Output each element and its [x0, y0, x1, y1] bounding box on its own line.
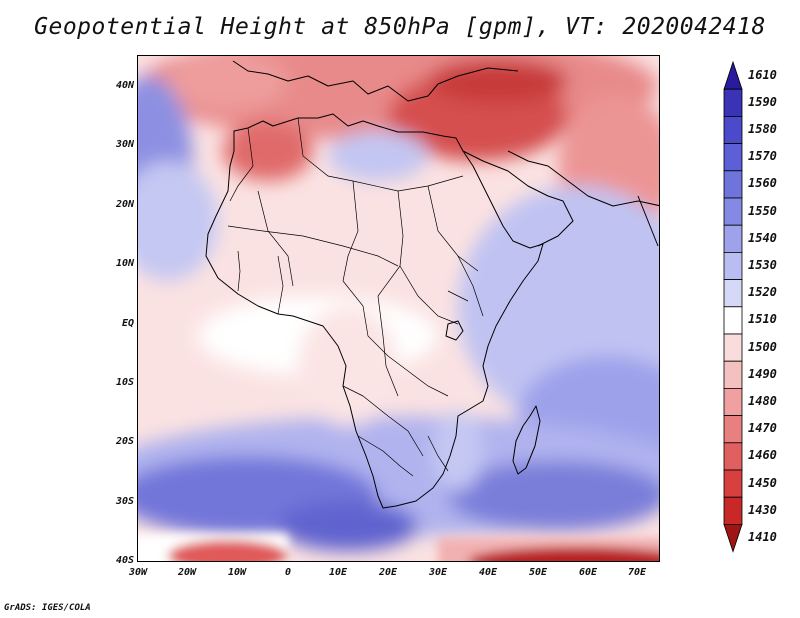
credit-label: GrADS: IGES/COLA: [4, 603, 91, 613]
country-borders: [227, 117, 484, 477]
coastlines: [205, 60, 659, 509]
colorbar-cell: [723, 116, 743, 145]
lat-label: 30N: [115, 139, 134, 150]
gulf-coast: [507, 150, 659, 207]
field-anomalies: [138, 56, 659, 551]
arabia-coast: [462, 150, 574, 247]
lon-label: 0: [284, 567, 292, 578]
europe-coast: [232, 60, 519, 102]
colorbar-label: 1500: [748, 339, 777, 354]
colorbar-label: 1540: [748, 230, 777, 245]
colorbar-cell: [723, 523, 743, 553]
colorbar-cell: [723, 251, 743, 280]
lat-label: 30S: [115, 496, 134, 507]
lon-label: 50E: [528, 567, 548, 578]
colorbar-label: 1610: [748, 67, 777, 82]
colorbar-label: 1530: [748, 258, 777, 272]
colorbar-cell: [723, 496, 743, 525]
colorbar-label: 1560: [748, 176, 777, 191]
colorbar-label: 1550: [748, 203, 777, 218]
lat-label: 10N: [115, 258, 134, 269]
lat-label: 40S: [115, 555, 134, 566]
colorbar-label: 1450: [748, 475, 777, 490]
colorbar-cell: [723, 279, 743, 308]
lon-label: 20W: [177, 567, 197, 578]
colorbar-label: 1510: [748, 312, 777, 327]
colorbar-cell: [723, 442, 743, 471]
colorbar-cell: [723, 197, 743, 226]
colorbar-label: 1520: [748, 285, 777, 300]
colorbar-cell: [723, 360, 743, 389]
lon-label: 60E: [578, 567, 598, 578]
colorbar-label: 1430: [748, 502, 777, 517]
colorbar-graphic: [723, 61, 743, 553]
colorbar-label: 1460: [748, 448, 777, 463]
colorbar-label: 1470: [748, 421, 777, 436]
lake-victoria: [445, 320, 464, 341]
colorbar-label: 1590: [748, 94, 777, 109]
southern-lows: [138, 534, 659, 561]
lat-label: 20S: [115, 436, 134, 447]
colorbar-label: 1410: [748, 530, 777, 544]
lon-label: 30E: [428, 567, 448, 578]
colorbar-cell: [723, 387, 743, 416]
lon-label: 10W: [227, 567, 247, 578]
map-panel: [137, 55, 660, 562]
lon-label: 10E: [328, 567, 348, 578]
africa-coast: [205, 113, 544, 509]
colorbar-label: 1580: [748, 122, 777, 136]
colorbar-label: 1490: [748, 366, 777, 381]
colorbar-cell: [723, 170, 743, 199]
shaded-field: [138, 56, 659, 561]
lat-label: 10S: [115, 377, 134, 388]
colorbar-cell: [723, 333, 743, 362]
colorbar-cell: [723, 415, 743, 444]
colorbar-cell: [723, 61, 743, 90]
colorbar-cell: [723, 306, 743, 335]
colorbar-cell: [723, 224, 743, 253]
colorbar-cell: [723, 88, 743, 117]
lon-label: 70E: [627, 567, 647, 578]
lon-label: 30W: [128, 567, 148, 578]
madagascar: [512, 405, 541, 475]
india-coast: [637, 195, 659, 247]
lon-label: 40E: [478, 567, 498, 578]
lon-label: 20E: [378, 567, 398, 578]
lat-label: EQ: [121, 318, 134, 329]
colorbar-label: 1480: [748, 394, 777, 408]
colorbar-label: 1570: [748, 149, 777, 164]
lat-label: 40N: [115, 80, 134, 91]
colorbar-cell: [723, 469, 743, 498]
lat-label: 20N: [115, 199, 134, 210]
colorbar-cell: [723, 143, 743, 172]
map-title: Geopotential Height at 850hPa [gpm], VT:…: [34, 14, 766, 40]
